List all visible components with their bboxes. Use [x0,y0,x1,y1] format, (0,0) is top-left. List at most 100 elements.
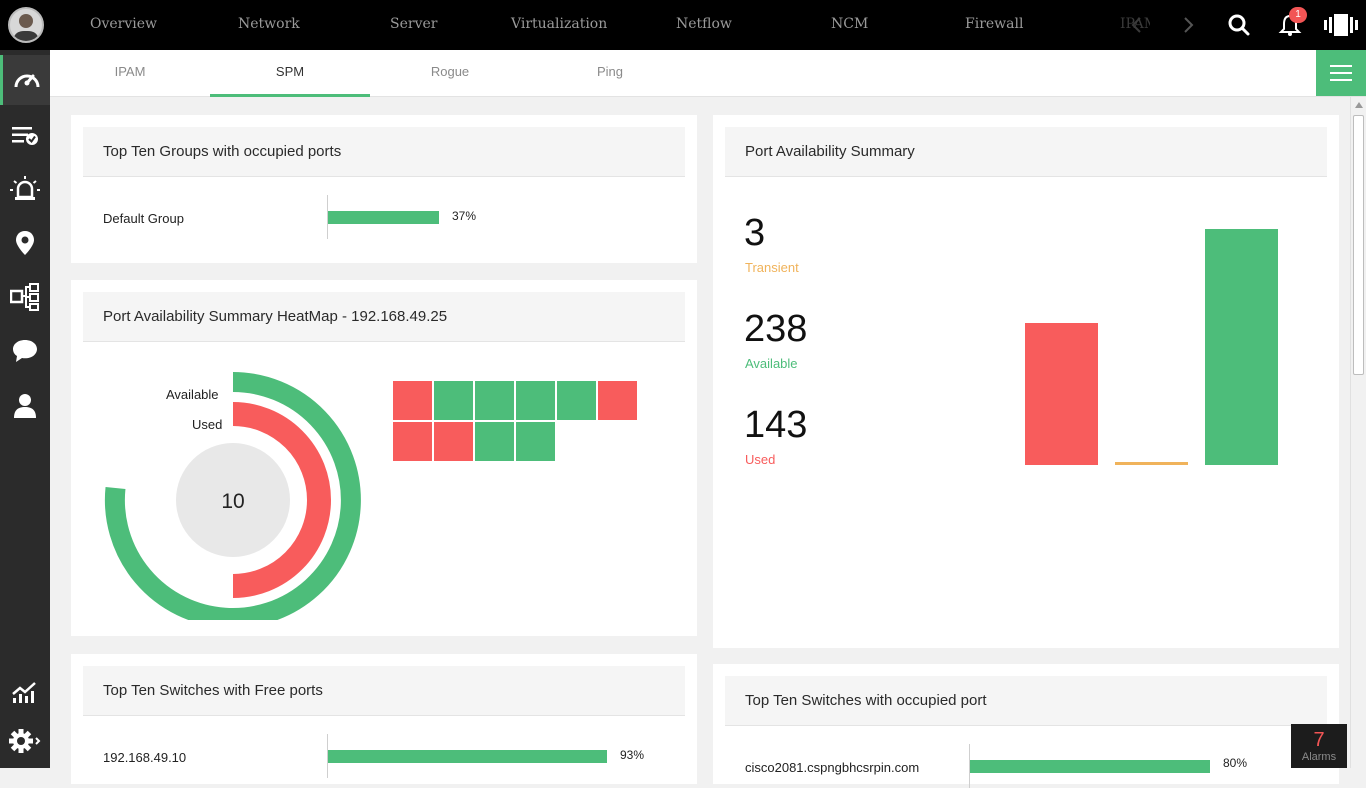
heatmap-cell-used[interactable] [393,422,432,461]
sidebar [0,50,50,768]
heatmap-cell-available[interactable] [557,381,596,420]
scrollbar-thumb[interactable] [1353,115,1364,375]
module-nav: Overview Network Server Virtualization N… [50,0,1150,50]
bar-available[interactable] [1205,229,1278,465]
card-title: Port Availability Summary HeatMap - 192.… [103,308,448,325]
card-title: Top Ten Groups with occupied ports [103,143,342,160]
available-count: 238 [744,308,808,350]
chat-icon [13,340,37,362]
bar-transient[interactable] [1115,462,1188,465]
sidebar-item-chat[interactable] [0,326,50,376]
settings-gear-icon [9,729,41,753]
hamburger-menu-icon [1330,65,1352,81]
bar-axis [327,195,328,239]
tab-ipam[interactable]: IPAM [114,64,146,79]
alarm-light-icon [10,176,40,200]
legend-used: Used [192,417,223,432]
card-header: Top Ten Groups with occupied ports [83,127,685,177]
donut-center [176,443,290,557]
heatmap-cell-used[interactable] [434,422,473,461]
heatmap-cell-used[interactable] [393,381,432,420]
port-donut-chart: 10 [104,372,361,620]
sidebar-item-reports[interactable] [0,667,50,717]
bar [328,750,607,763]
tab-ping[interactable]: Ping [596,64,624,79]
map-pin-icon [16,231,34,255]
used-count: 143 [744,404,808,446]
tab-rogue[interactable]: Rogue [430,64,470,79]
top-navigation-bar: Overview Network Server Virtualization N… [0,0,1366,50]
heatmap-cell-used[interactable] [598,381,637,420]
heatmap-cell-available[interactable] [475,422,514,461]
card-title: Top Ten Switches with Free ports [103,682,323,699]
card-title: Port Availability Summary [745,143,915,160]
top-free-switches-card: Top Ten Switches with Free ports 192.168… [71,654,697,784]
sidebar-item-workflow[interactable] [0,272,50,322]
workflow-icon [10,283,39,311]
sidebar-item-checklist[interactable] [0,110,50,160]
availability-card: Port Availability Summary 3 Transient 23… [713,115,1339,648]
sub-tab-bar: IPAM SPM Rogue Ping [50,50,1366,97]
user-avatar[interactable] [8,7,44,43]
bar-axis [327,734,328,778]
nav-network[interactable]: Network [238,16,300,32]
sidebar-item-alarms[interactable] [0,163,50,213]
menu-button[interactable] [1316,50,1366,96]
sidebar-item-users[interactable] [0,381,50,431]
checklist-icon [12,127,38,145]
page-scrollbar[interactable] [1350,97,1366,768]
nav-virtualization[interactable]: Virtualization [511,16,608,32]
heatmap-cell-available[interactable] [434,381,473,420]
card-header: Port Availability Summary HeatMap - 192.… [83,292,685,342]
alarm-count: 7 [1313,729,1325,751]
notification-badge: 1 [1289,7,1307,23]
donut-center-value: 10 [221,490,244,513]
bar-label: Default Group [103,211,184,226]
bar-value-label: 37% [452,209,477,223]
search-icon[interactable] [1228,14,1250,36]
port-heatmap-grid [393,381,643,471]
heatmap-card: Port Availability Summary HeatMap - 192.… [71,280,697,636]
bar-used[interactable] [1025,323,1098,465]
card-header: Top Ten Switches with Free ports [83,666,685,716]
nav-overview[interactable]: Overview [90,16,158,32]
chevron-left-icon[interactable] [1129,16,1143,34]
card-header: Top Ten Switches with occupied port [725,676,1327,726]
bar-value-label: 93% [620,748,645,762]
heatmap-cell-available[interactable] [475,381,514,420]
card-title: Top Ten Switches with occupied port [745,692,987,709]
bar-axis [969,744,970,788]
donut-available-arc [104,372,361,620]
dashboard-icon [14,74,39,88]
bar-label: 192.168.49.10 [103,750,187,765]
availability-bar-chart [1025,229,1278,465]
alarms-counter[interactable]: 7 Alarms [1291,724,1347,768]
tab-spm[interactable]: SPM [210,50,370,97]
bar [328,211,439,224]
heatmap-cell-available[interactable] [516,422,555,461]
used-label: Used [745,452,776,467]
top-occupied-switches-card: Top Ten Switches with occupied port cisc… [713,664,1339,788]
sidebar-item-maps[interactable] [0,218,50,268]
donut-used-arc [232,402,331,598]
chevron-right-icon[interactable] [1182,16,1196,34]
nav-firewall[interactable]: Firewall [965,16,1024,32]
scroll-up-icon[interactable] [1354,101,1364,109]
nav-ncm[interactable]: NCM [831,16,869,32]
apps-switcher-icon[interactable] [1324,14,1358,36]
avatar-icon [14,14,38,41]
sidebar-item-settings[interactable] [0,716,50,766]
bar [970,760,1210,773]
alarm-label: Alarms [1301,751,1337,763]
user-icon [14,394,36,418]
bar-value-label: 80% [1223,756,1248,770]
nav-netflow[interactable]: Netflow [676,16,732,32]
nav-server[interactable]: Server [390,16,438,32]
heatmap-cell-available[interactable] [516,381,555,420]
transient-count: 3 [744,212,766,254]
transient-label: Transient [745,260,799,275]
legend-available: Available [166,387,219,402]
sidebar-item-dashboard[interactable] [0,55,50,105]
card-header: Port Availability Summary [725,127,1327,177]
reports-icon [12,682,36,703]
